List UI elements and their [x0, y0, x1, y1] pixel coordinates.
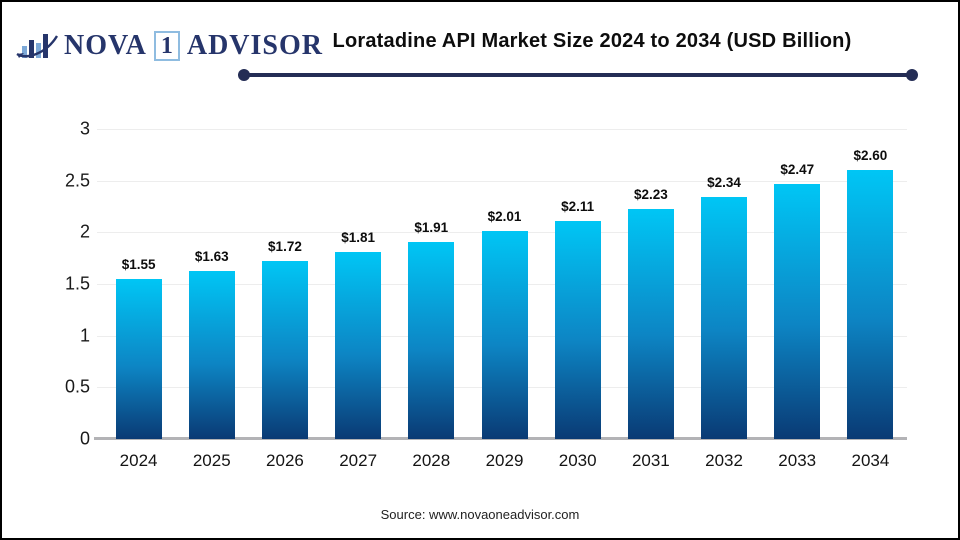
x-tick-label: 2032: [705, 451, 743, 470]
bar-2028: [408, 241, 455, 439]
bar-value-label: $2.34: [707, 175, 741, 191]
source-text: Source: www.novaoneadvisor.com: [380, 507, 580, 522]
title-underline-rule: [238, 69, 918, 81]
bar-value-label: $1.63: [194, 248, 229, 264]
y-tick-label: 2.5: [64, 170, 90, 191]
nova-one-advisor-logo: NOVA 1 ADVISOR: [16, 28, 323, 64]
x-tick-label: 2025: [192, 451, 231, 470]
bar-value-label: $2.47: [780, 161, 815, 177]
rule-right-dot-icon: [906, 69, 918, 81]
gridline: [97, 129, 907, 130]
bar-value-label: $2.01: [487, 209, 522, 225]
bar-2026: [261, 261, 308, 439]
x-tick-label: 2033: [778, 451, 817, 470]
y-tick-label: 0.5: [64, 376, 90, 397]
bar-value-label: $1.55: [121, 256, 156, 272]
x-tick-label: 2028: [412, 451, 451, 470]
x-tick-label: 2024: [119, 451, 158, 470]
x-tick-label: 2027: [339, 451, 378, 470]
bar-2029: [481, 231, 528, 439]
y-tick-label: 1.5: [64, 273, 90, 294]
y-tick-label: 1: [79, 325, 90, 346]
gridline: [97, 180, 907, 182]
x-tick-label: 2031: [631, 451, 670, 470]
bar-2030: [554, 220, 601, 439]
x-tick-label: 2026: [266, 451, 304, 470]
page-title: Loratadine API Market Size 2024 to 2034 …: [332, 30, 852, 52]
bar-2031: [627, 208, 674, 439]
bar-chart-growth-icon: [16, 34, 59, 58]
bar-value-label: $1.72: [268, 239, 302, 255]
bar-value-label: $2.11: [561, 198, 595, 214]
y-tick-label: 3: [79, 118, 90, 139]
bar-2024: [115, 278, 162, 439]
x-tick-label: 2034: [851, 451, 890, 470]
y-tick-label: 2: [79, 221, 90, 242]
rule-left-dot-icon: [238, 69, 250, 81]
x-tick-label: 2030: [558, 451, 597, 470]
bar-2025: [188, 270, 235, 439]
bar-value-label: $2.23: [633, 186, 668, 202]
bar-value-label: $1.91: [414, 219, 449, 235]
bar-2032: [701, 197, 748, 439]
bar-2027: [335, 251, 382, 439]
bar-2033: [774, 183, 821, 439]
logo-text-nova: NOVA: [64, 30, 147, 61]
bar-value-label: $2.60: [853, 148, 888, 164]
x-tick-label: 2029: [485, 451, 524, 470]
bar-2034: [847, 170, 894, 439]
logo-text-advisor: ADVISOR: [186, 30, 323, 61]
plot-area: 0 0.5 1 1.5 2 2.5 3 $1.55 2024 $1.63 2025 $1.72 2026…: [65, 119, 907, 470]
bar-value-label: $1.81: [341, 229, 376, 245]
y-tick-label: 0: [79, 428, 90, 449]
logo-badge-one: 1: [153, 31, 180, 61]
